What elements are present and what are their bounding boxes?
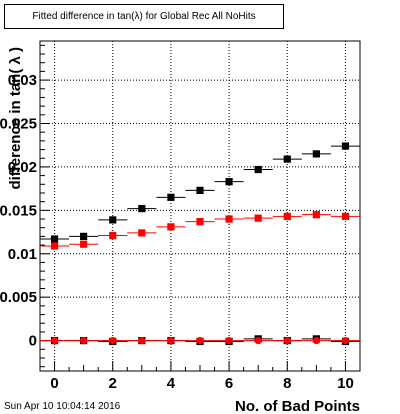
y-axis-title: difference in tan( λ ) — [7, 47, 24, 190]
data-point — [50, 337, 59, 345]
data-point — [196, 218, 204, 226]
data-point — [50, 242, 59, 250]
data-point — [196, 186, 204, 194]
data-point — [167, 193, 175, 201]
data-point — [138, 337, 146, 345]
data-point — [283, 155, 291, 163]
y-tick-label: 0.03 — [8, 72, 37, 89]
data-point — [167, 337, 175, 345]
x-tick-label: 2 — [109, 375, 117, 392]
data-point — [254, 165, 262, 174]
plot-frame — [39, 40, 361, 372]
data-point — [109, 337, 117, 345]
data-point — [254, 337, 262, 345]
series-0 — [40, 142, 360, 243]
y-tick-label: 0 — [29, 333, 37, 350]
data-point — [138, 229, 146, 237]
data-point — [312, 337, 320, 345]
data-point — [341, 212, 350, 221]
x-tick-label: 10 — [337, 375, 354, 392]
series-1 — [40, 211, 360, 250]
x-tick-label: 8 — [283, 375, 291, 392]
data-point — [167, 223, 175, 231]
data-point — [50, 235, 59, 243]
data-point — [225, 215, 233, 223]
data-point — [225, 178, 233, 186]
data-point — [341, 337, 350, 345]
data-point — [196, 337, 204, 345]
y-tick-label: 0.025 — [0, 116, 37, 133]
y-tick-label: 0.005 — [0, 289, 37, 306]
grid-lines — [40, 41, 360, 371]
chart-title: Fitted difference in tan(λ) for Global R… — [32, 11, 256, 22]
x-tick-label: 0 — [50, 375, 58, 392]
data-point — [80, 232, 88, 240]
y-tick-label: 0.015 — [0, 202, 37, 219]
data-point — [283, 337, 291, 345]
data-point — [312, 211, 320, 219]
data-point — [109, 216, 117, 224]
timestamp-label: Sun Apr 10 10:04:14 2016 — [4, 401, 121, 412]
data-point — [341, 142, 350, 150]
x-tick-label: 4 — [167, 375, 176, 392]
y-tick-label: 0.02 — [8, 159, 37, 176]
x-tick-label: 6 — [225, 375, 233, 392]
data-point — [254, 214, 262, 222]
series-3 — [40, 337, 360, 345]
x-axis-title: No. of Bad Points — [235, 398, 360, 414]
data-point — [283, 212, 291, 221]
axes: 0 2 4 6 8 10 0 0.005 0.01 0.015 0.02 0.025 0.03 — [0, 44, 354, 392]
data-point — [225, 337, 233, 345]
series-layer — [40, 142, 360, 346]
data-point — [312, 150, 320, 158]
y-tick-label: 0.01 — [8, 246, 37, 263]
data-point — [80, 337, 88, 345]
chart-title-box: Fitted difference in tan(λ) for Global R… — [4, 4, 284, 29]
data-point — [138, 205, 146, 213]
data-point — [80, 240, 88, 248]
data-point — [109, 231, 117, 240]
